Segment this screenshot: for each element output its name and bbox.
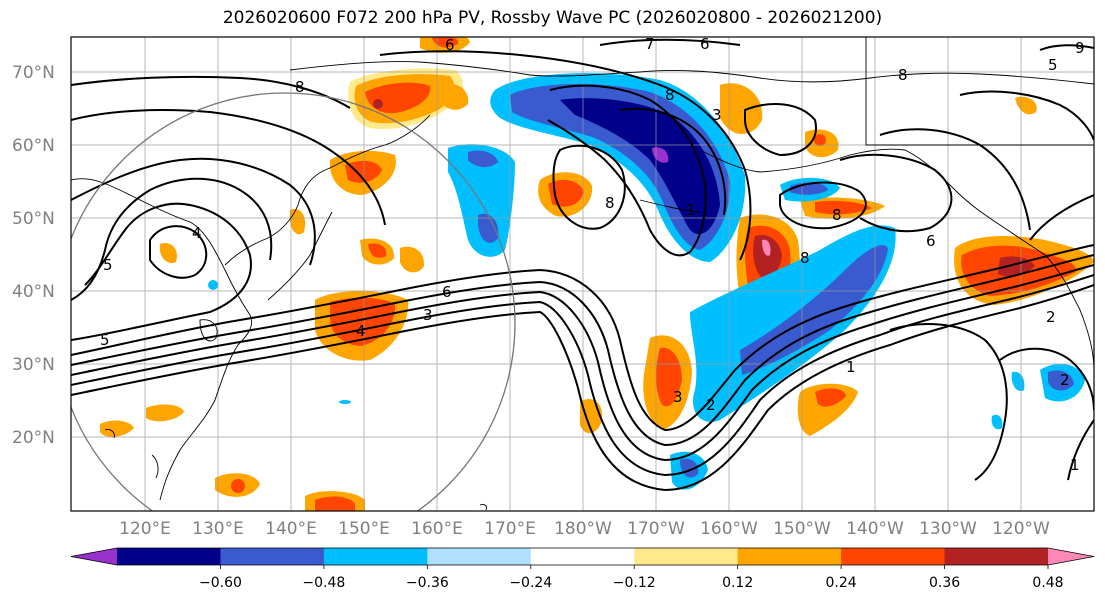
contour-label: 5 [1048,56,1058,74]
lon-label: 130°W [919,519,977,539]
coastlines [71,37,1094,511]
negative-anomaly-blob [690,225,896,422]
negative-anomaly-blob [448,144,515,257]
contour-label: 9 [1075,39,1085,57]
lon-label: 120°E [119,519,171,539]
contour-label: 5 [100,331,110,349]
positive-anomaly-blob [440,84,469,110]
colorbar: −0.60 −0.48 −0.36 −0.24 −0.12 0.12 0.24 0.36 0.4… [70,547,1095,591]
positive-anomaly-blob [159,242,177,264]
positive-anomaly-blob [800,197,885,219]
contour-label: 4 [192,224,202,242]
contour-label: 7 [645,35,655,53]
lon-label: 150°W [773,519,831,539]
colorbar-tick-label: −0.24 [509,575,552,591]
map-frame [70,36,1095,512]
contour-label: 8 [295,78,305,96]
lon-label: 170°E [484,519,536,539]
lon-label: 140°W [846,519,904,539]
colorbar-tick-label: −0.60 [199,575,242,591]
contour-label: 3 [673,388,683,406]
colorbar-outline [70,547,1095,566]
lat-label: 50°N [12,209,55,229]
colorbar-segment [427,548,532,565]
positive-anomaly-blob [215,473,260,497]
positive-anomaly-blob [797,383,858,436]
longitude-labels: 120°E 130°E 140°E 150°E 160°E 170°E 180°… [119,519,1050,539]
lat-label: 70°N [12,63,55,83]
colorbar-tick-label: 0.12 [722,575,753,591]
positive-anomaly-blob [348,68,463,130]
positive-anomaly-blob [146,404,184,422]
latitude-labels: 70°N 60°N 50°N 40°N 30°N 20°N [12,63,55,448]
contour-label: 8 [800,249,810,267]
contour-label: 6 [700,35,710,53]
negative-anomaly-blob [208,280,351,404]
contour-label: 6 [442,283,452,301]
colorbar-segment [841,548,946,565]
contour-label: 3 [423,306,433,324]
colorbar-tick-label: −0.12 [613,575,656,591]
colorbar-segment [530,548,635,565]
lat-label: 60°N [12,136,55,156]
lon-label: 180°W [554,519,612,539]
colorbar-segment [944,548,1049,565]
positive-anomaly-blob [805,129,839,158]
colorbar-tick-label: −0.36 [406,575,449,591]
contour-label: 6 [445,36,455,54]
colorbar-segment [323,548,428,565]
contour-label: 5 [103,256,113,274]
contour-labels: 6 6 7 9 8 8 8 8 8 6 5 4 5 4 3 6 2 1 2 3 … [100,35,1085,474]
colorbar-segment [634,548,739,565]
map-panel: 6 6 7 9 8 8 8 8 8 6 5 4 5 4 3 6 2 1 2 3 … [71,35,1094,511]
lon-label: 170°W [627,519,685,539]
lat-label: 40°N [12,282,55,302]
lon-label: 160°W [700,519,758,539]
lon-label: 150°E [338,519,390,539]
colorbar-tick-label: 0.48 [1032,575,1063,591]
positive-anomaly-blob [400,246,425,273]
contour-label: 3 [712,106,722,124]
positive-anomaly-blob [420,37,470,53]
positive-anomaly-blob [289,209,306,235]
contour-label: 8 [605,194,615,212]
contour-label: 2 [1060,371,1070,389]
lon-label: 130°E [192,519,244,539]
positive-anomaly-blob [100,420,134,437]
colorbar-tick-label: 0.24 [826,575,857,591]
contour-label: 4 [356,322,366,340]
lat-label: 20°N [12,428,55,448]
colorbar-segment [220,548,325,565]
lon-label: 120°W [992,519,1050,539]
lat-label: 30°N [12,355,55,375]
contour-label: 8 [665,86,675,104]
positive-anomaly-blob [643,335,692,430]
contour-label: 8 [898,66,908,84]
positive-anomaly-blob [1015,96,1037,115]
colorbar-tick-label: −0.48 [302,575,345,591]
range-circle [71,92,516,511]
colorbar-tick-label: 0.36 [929,575,960,591]
positive-anomaly-blob [720,83,763,135]
figure-title: 2026020600 F072 200 hPa PV, Rossby Wave … [222,8,883,28]
pv-contours [71,38,1094,492]
colorbar-segment [737,548,842,565]
contour-label: 2 [1046,308,1056,326]
contour-label: 6 [926,232,936,250]
positive-anomaly-blob [360,238,395,265]
colorbar-segment [117,548,221,565]
contour-label: 2 [706,396,716,414]
lon-label: 140°E [265,519,317,539]
positive-anomaly-blob [305,491,365,511]
contour-label: 1 [846,358,856,376]
colorbar-extend-min [71,548,117,565]
contour-label: 1 [686,201,696,219]
contour-label: 1 [1070,456,1080,474]
contour-label: 8 [832,206,842,224]
lon-label: 160°E [411,519,463,539]
colorbar-extend-max [1048,548,1094,565]
